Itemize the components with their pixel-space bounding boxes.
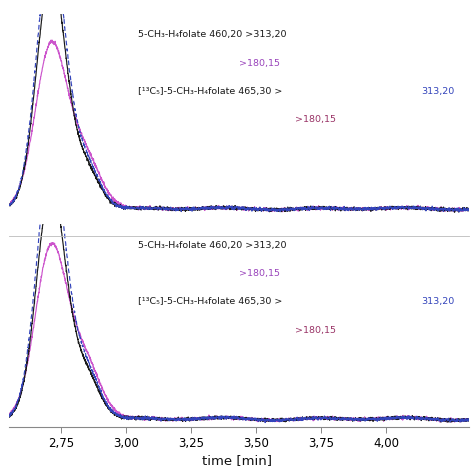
Text: >180,15: >180,15	[294, 326, 336, 335]
Text: >180,15: >180,15	[239, 269, 280, 278]
Text: >180,15: >180,15	[294, 115, 336, 124]
Text: 313,20: 313,20	[421, 297, 454, 306]
Text: [¹³C₅]-5-CH₃-H₄folate 465,30 >: [¹³C₅]-5-CH₃-H₄folate 465,30 >	[138, 297, 283, 306]
Text: time [min]: time [min]	[202, 455, 272, 467]
Text: [¹³C₅]-5-CH₃-H₄folate 465,30 >: [¹³C₅]-5-CH₃-H₄folate 465,30 >	[138, 87, 283, 96]
Text: >180,15: >180,15	[239, 59, 280, 68]
Text: 313,20: 313,20	[421, 87, 454, 96]
Text: 5-CH₃-H₄folate 460,20 >313,20: 5-CH₃-H₄folate 460,20 >313,20	[138, 241, 287, 250]
Text: 5-CH₃-H₄folate 460,20 >313,20: 5-CH₃-H₄folate 460,20 >313,20	[138, 30, 287, 39]
